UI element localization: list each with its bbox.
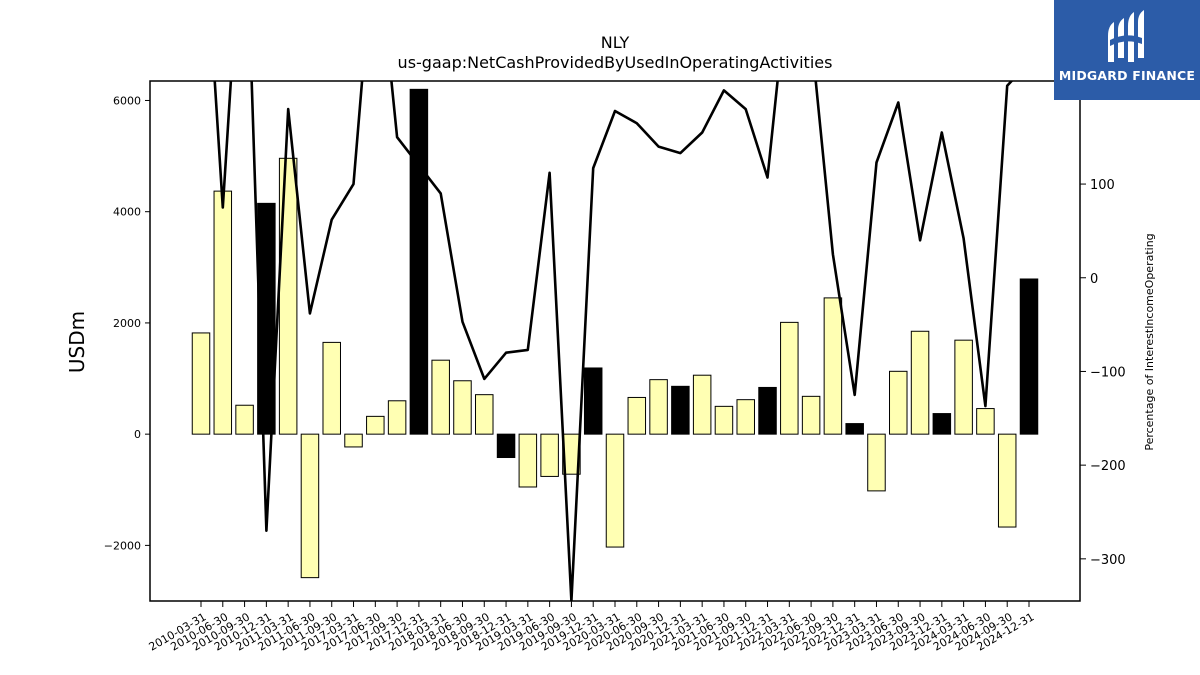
bar <box>932 413 952 435</box>
bar <box>278 157 298 435</box>
bar <box>627 396 647 435</box>
bar <box>540 433 559 477</box>
bar <box>801 395 821 435</box>
bar <box>191 332 211 435</box>
bar <box>780 321 799 435</box>
bar <box>475 394 494 435</box>
bar <box>518 433 538 488</box>
bar <box>823 297 843 435</box>
bar <box>889 370 908 435</box>
bar <box>387 400 407 435</box>
midgard-logo-icon <box>1108 10 1144 62</box>
y-tick-label-left: 2000 <box>113 317 141 330</box>
bar <box>496 433 516 459</box>
ratio-line <box>213 81 1014 601</box>
y-tick-label-left: 0 <box>134 428 141 441</box>
ratio-line-group <box>213 81 1014 601</box>
bar <box>867 433 886 492</box>
bar <box>758 386 777 435</box>
bar <box>605 433 625 548</box>
logo-name: MIDGARD FINANCE <box>1058 68 1196 83</box>
bar <box>997 433 1017 528</box>
y-tick-label-left: −2000 <box>104 539 141 552</box>
bar <box>366 415 385 435</box>
bar <box>1019 278 1039 435</box>
bar <box>431 359 450 435</box>
y-axis-label-right: Percentage of InterestIncomeOperating <box>1143 233 1156 450</box>
bar <box>910 330 930 435</box>
bar <box>344 433 363 448</box>
bar <box>213 190 233 435</box>
bar <box>322 341 341 435</box>
bars-group <box>191 88 1039 579</box>
bar <box>692 374 712 435</box>
y-tick-label-right: 100 <box>1090 178 1115 193</box>
bar <box>714 405 734 435</box>
chart-title: NLY <box>601 33 630 52</box>
y-tick-label-right: −300 <box>1090 553 1126 568</box>
bar <box>954 339 973 435</box>
bar <box>583 367 603 435</box>
bar <box>300 433 320 579</box>
y-tick-label-right: −100 <box>1090 365 1126 380</box>
logo-badge: MIDGARD FINANCE <box>1054 0 1200 100</box>
y-axis-label-left: USDm <box>65 311 89 373</box>
y-tick-label-right: −200 <box>1090 459 1126 474</box>
bar <box>235 404 254 435</box>
bar <box>845 423 864 435</box>
bar <box>649 379 668 435</box>
chart-subtitle: us-gaap:NetCashProvidedByUsedInOperating… <box>398 53 833 72</box>
bar <box>671 385 690 435</box>
bar <box>976 408 995 435</box>
axes-group: −20000200040006000−300−200−10001002010-0… <box>104 80 1126 654</box>
y-tick-label-right: 0 <box>1090 272 1098 287</box>
y-tick-label-left: 6000 <box>113 94 141 107</box>
bar <box>736 399 755 435</box>
bar <box>409 88 429 435</box>
y-tick-label-left: 4000 <box>113 206 141 219</box>
bar <box>453 380 472 435</box>
